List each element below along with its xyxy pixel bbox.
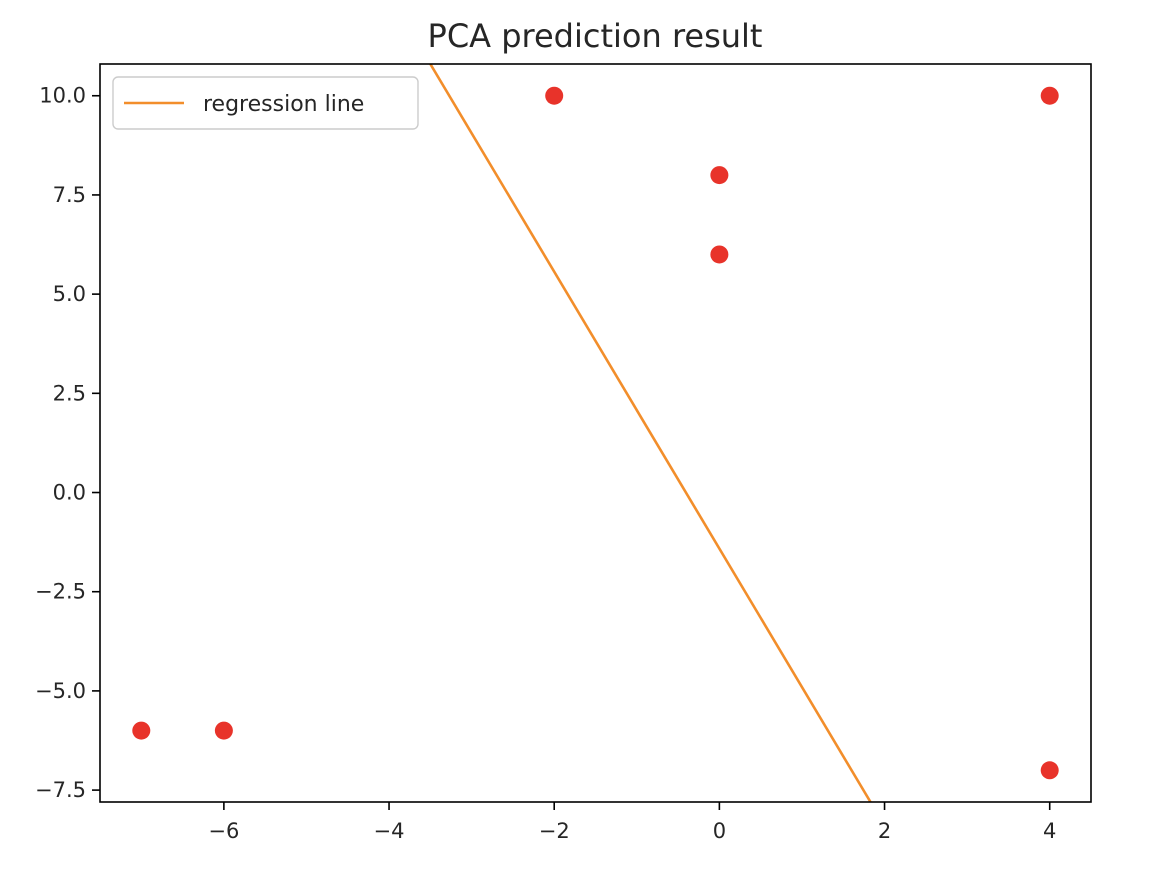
- y-tick-label: 5.0: [53, 282, 86, 306]
- data-point: [545, 86, 564, 105]
- legend-box: [112, 76, 419, 130]
- legend-label: regression line: [203, 92, 364, 117]
- legend: regression line: [112, 76, 419, 130]
- data-point: [1040, 761, 1059, 780]
- axes-frame: [99, 63, 1092, 803]
- plot-area: −6 −4 −2 0 2 4 −7.5 −5.0 −2.5 0.0 2.5 5.0 7.5 10.0 reg…: [35, 63, 1092, 843]
- data-point: [214, 721, 233, 740]
- x-tick-label: 0: [713, 819, 726, 843]
- x-tick-label: −2: [539, 819, 570, 843]
- data-point: [710, 166, 729, 185]
- data-point: [132, 721, 151, 740]
- series-lines: [429, 64, 872, 802]
- regression-line: [429, 64, 872, 802]
- y-tick-label: −7.5: [35, 778, 86, 802]
- data-point: [710, 245, 729, 264]
- y-tick-label: −5.0: [35, 679, 86, 703]
- scatter-points: [132, 86, 1059, 780]
- x-tick-label: 2: [878, 819, 891, 843]
- chart-title: PCA prediction result: [428, 17, 763, 55]
- y-tick-label: −2.5: [35, 580, 86, 604]
- y-tick-label: 7.5: [53, 183, 86, 207]
- y-tick-label: 10.0: [39, 84, 86, 108]
- x-tick-label: −6: [208, 819, 239, 843]
- y-tick-label: 2.5: [53, 381, 86, 405]
- data-point: [1040, 86, 1059, 105]
- x-tick-label: −4: [374, 819, 405, 843]
- y-tick-label: 0.0: [53, 481, 86, 505]
- x-tick-label: 4: [1043, 819, 1056, 843]
